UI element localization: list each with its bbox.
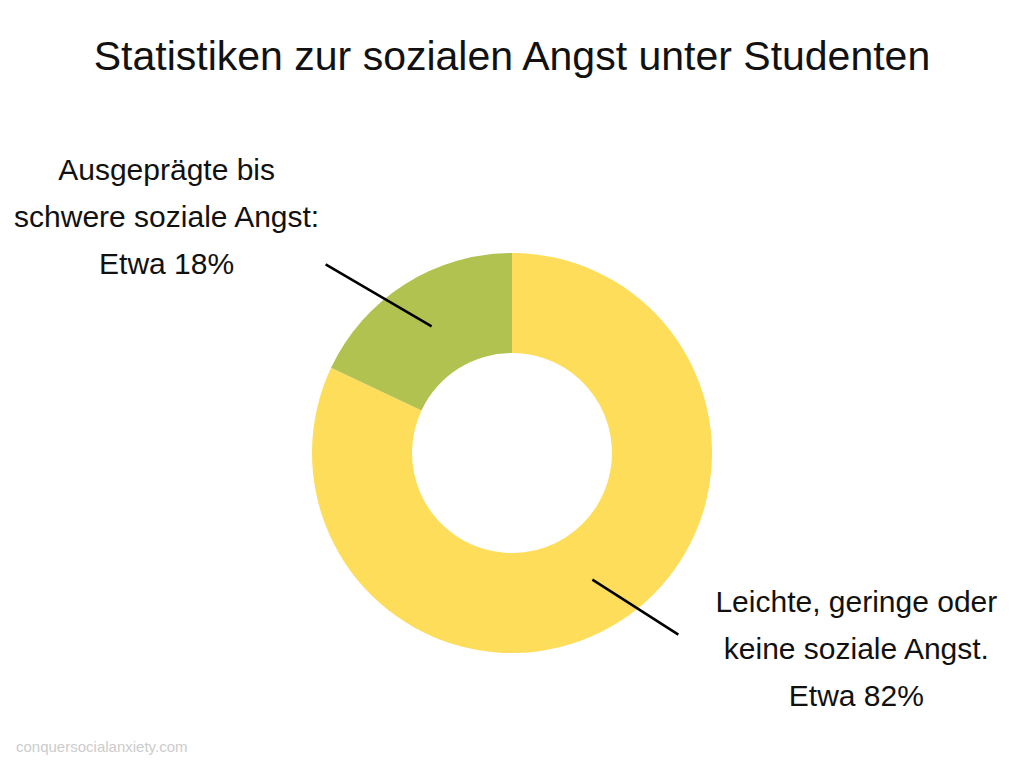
slice-label: Leichte, geringe oder: [715, 585, 997, 618]
chart: Statistiken zur sozialen Angst unter Stu…: [0, 0, 1024, 768]
data-label: Etwa 18%: [99, 247, 234, 280]
data-label: Etwa 82%: [789, 679, 924, 712]
slice-label: schwere soziale Angst:: [14, 200, 319, 233]
title: Statistiken zur sozialen Angst unter Stu…: [94, 33, 930, 79]
source: conquersocialanxiety.com: [16, 738, 187, 755]
slice-label: Ausgeprägte bis: [58, 153, 275, 186]
slice: [331, 253, 512, 410]
slices: [312, 253, 712, 653]
leader-line: [326, 264, 432, 326]
slice-label: keine soziale Angst.: [724, 632, 989, 665]
leader-line: [592, 580, 678, 635]
slice: [312, 253, 712, 653]
labels: Leichte, geringe oder keine soziale Angst…: [14, 153, 997, 711]
